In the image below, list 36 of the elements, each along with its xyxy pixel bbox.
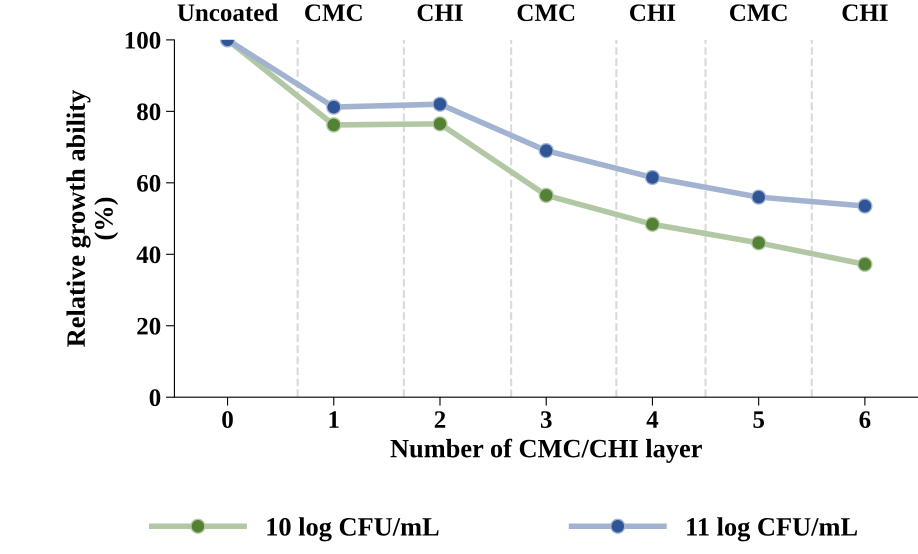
point [751,235,766,250]
point [326,117,342,133]
text: Uncoated [177,4,278,22]
text: CHI [418,4,463,22]
legend-label: 10 log CFU/mL [267,517,439,542]
point [538,188,554,203]
x-tick-label: 5 [753,411,764,428]
point [644,170,660,186]
point [644,216,660,232]
point [857,256,873,272]
x-tick-label: 4 [646,411,658,428]
x-tick-label: 6 [859,411,870,428]
y-tick-label: 60 [137,174,160,192]
x-tick-label: 0 [222,411,233,428]
y-axis-title: Relative growth ability (%) [66,90,118,347]
legend-label: 11 log CFU/mL [687,517,857,542]
x-tick-label: 1 [330,411,339,428]
text: CMC [730,4,787,22]
y-tick-label: 40 [136,246,160,264]
y-tick-label: 0 [150,389,160,406]
x-tick-label: 2 [434,411,446,428]
text: CHI [630,4,676,22]
x-tick-label: 3 [540,411,552,428]
y-tick-label: 20 [137,318,160,335]
point [857,198,873,214]
point [326,99,342,115]
text: CMC [518,4,574,22]
text: CHI [842,4,888,22]
point [538,143,554,158]
point [751,189,766,205]
point [432,96,448,112]
y-tick-label: 100 [126,32,160,49]
x-axis-title: Number of CMC/CHI layer [390,438,702,463]
text: CMC [305,4,362,22]
y-tick-label: 80 [137,103,160,120]
point [432,116,448,132]
